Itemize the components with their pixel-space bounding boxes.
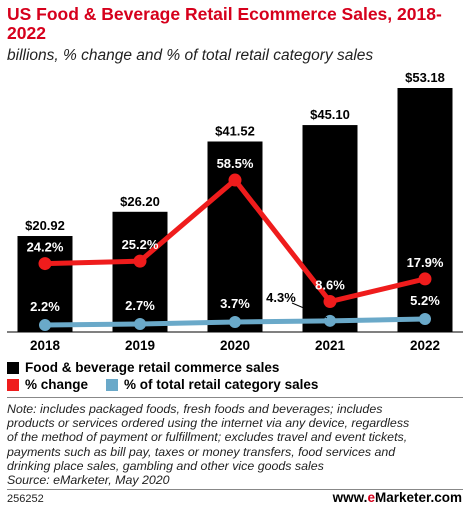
bar [207,141,263,332]
bar [17,236,73,332]
legend-row-2: % change % of total retail category sale… [7,377,336,392]
share-value-label: 2.2% [30,299,60,314]
note-line: drinking place sales, gambling and other… [7,458,324,473]
note-line: Note: includes packaged foods, fresh foo… [7,402,383,416]
share-value-label: 4.3% [266,290,296,305]
change-point [323,295,337,309]
x-tick-label: 2020 [220,338,250,353]
legend-row-1: Food & beverage retail commerce sales [7,360,297,375]
legend-swatch-share [106,378,119,391]
chart-id: 256252 [7,493,44,505]
bar-value-label: $26.20 [120,194,160,209]
share-value-label: 3.7% [220,296,250,311]
change-value-label: 25.2% [122,237,159,252]
change-point [418,272,432,286]
note-line: products or services ordered using the i… [7,416,410,431]
leader-line [291,302,328,319]
brand-prefix: www. [332,490,368,505]
chart-area: $20.92 $26.20 $41.52 $45.10 $53.18 2018 2019 20… [7,70,463,353]
x-tick-label: 2018 [30,338,61,353]
share-point [324,314,336,327]
legend-item-change: % change [7,377,88,392]
share-point [39,319,51,332]
legend-swatch-change [7,378,19,391]
change-point [38,257,52,271]
share-point [229,316,241,329]
bar-value-label: $53.18 [405,70,445,85]
change-value-label: 24.2% [27,240,64,255]
change-value-label: 8.6% [315,278,345,293]
legend-item-share: % of total retail category sales [106,377,318,392]
change-value-label: 17.9% [407,255,444,270]
share-value-label: 2.7% [125,298,155,313]
change-point [133,254,147,268]
divider [7,397,463,398]
share-point [419,312,431,325]
bar-value-label: $20.92 [25,218,65,233]
change-point [228,173,242,187]
x-tick-label: 2019 [125,338,155,353]
chart-subtitle: billions, % change and % of total retail… [7,47,374,64]
legend-label-share: % of total retail category sales [124,377,319,392]
note-line: of the method of payment or fulfillment;… [7,430,408,445]
brand-logo: www.eMarketer.com [333,490,462,505]
bar [397,88,453,332]
bar-value-label: $45.10 [310,107,350,122]
legend-item-bars: Food & beverage retail commerce sales [7,360,279,375]
bar-value-label: $41.52 [215,123,255,138]
x-tick-label: 2022 [410,338,440,353]
bar [112,211,168,332]
chart-title: US Food & Beverage Retail Ecommerce Sale… [7,4,442,43]
legend-label-bars: Food & beverage retail commerce sales [25,360,280,375]
brand-suffix: Marketer.com [374,490,462,505]
brand-accent: e [367,490,375,505]
change-value-label: 58.5% [217,156,254,171]
share-point [134,318,146,331]
legend-label-change: % change [25,377,89,392]
source-line: Source: eMarketer, May 2020 [7,473,170,488]
legend-swatch-bars [7,361,19,374]
footer-divider [7,489,463,490]
note-line: payments such as bill pay, taxes or mone… [7,444,396,459]
x-tick-label: 2021 [315,338,346,353]
share-value-label: 5.2% [410,293,440,308]
chart-note: Note: includes packaged foods, fresh foo… [7,402,465,487]
